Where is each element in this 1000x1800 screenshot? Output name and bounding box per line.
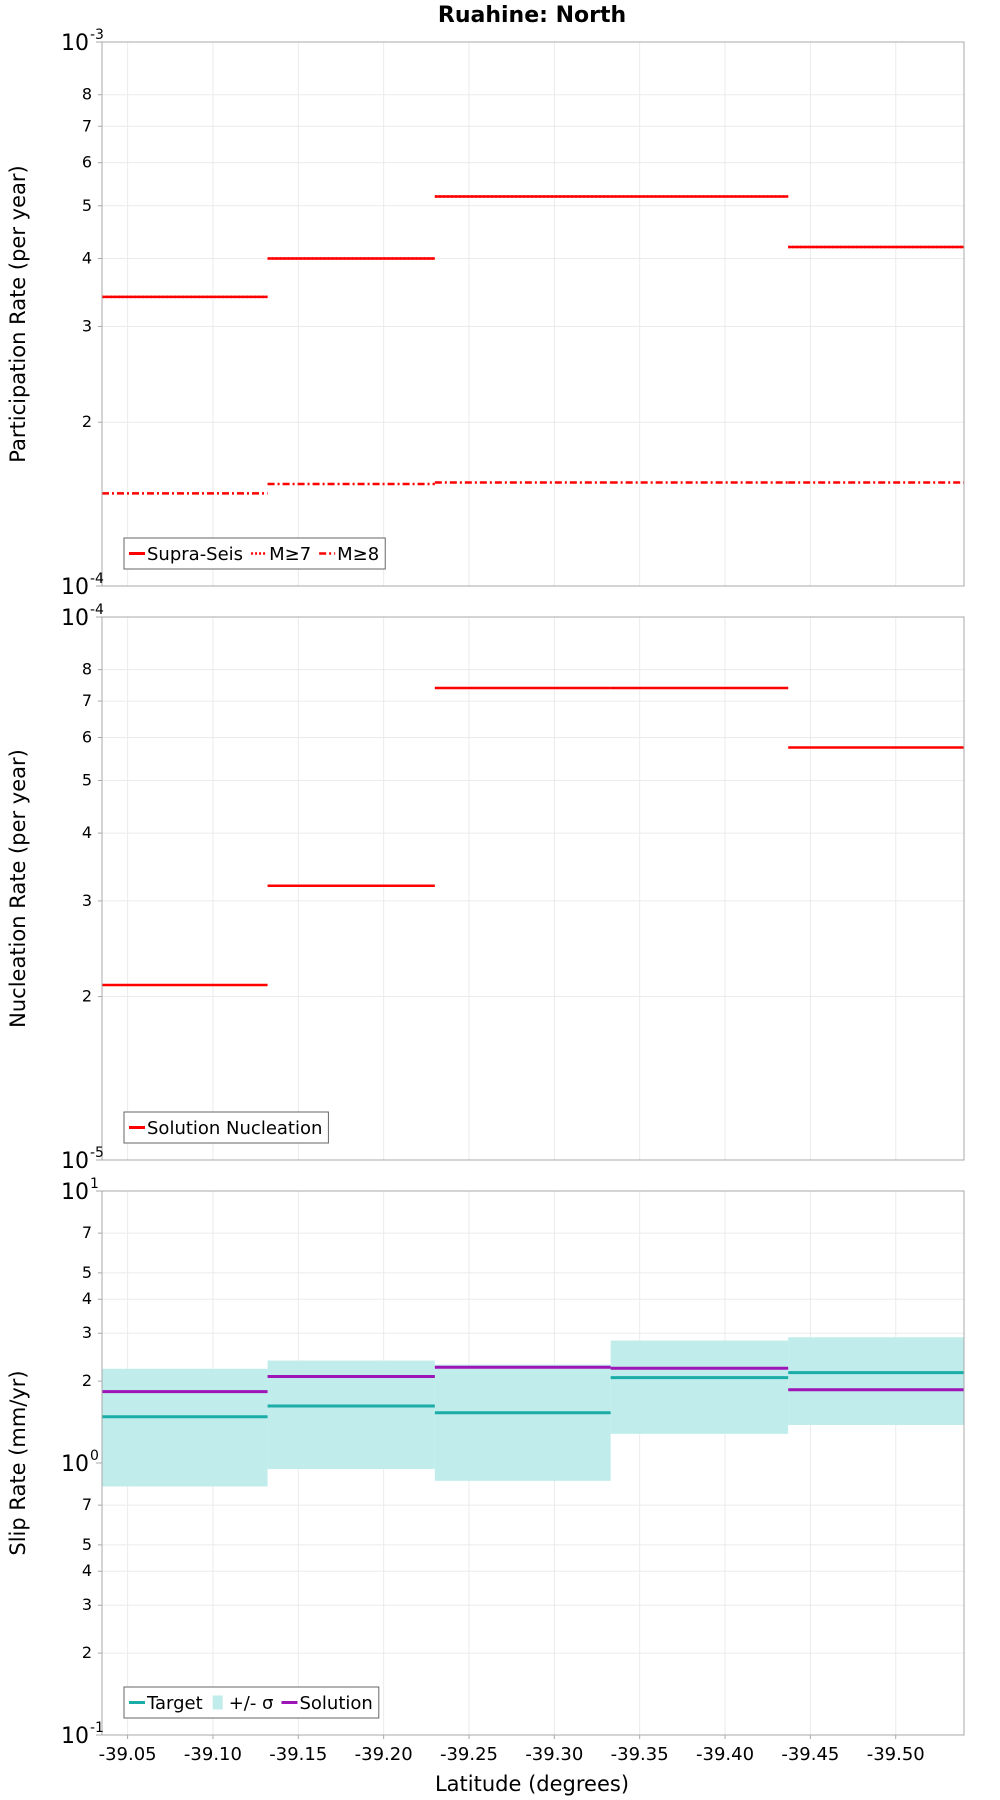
plot-frame [101, 41, 965, 587]
legend-box [123, 1686, 380, 1719]
x-axis: -39.05 -39.10 -39.15 -39.20 -39.25 -39.30 -39.… [99, 1735, 925, 1765]
y-decade-label: 10 [61, 575, 89, 600]
x-tick-label: -39.10 [184, 1744, 242, 1765]
y-decade-label: 10 [61, 31, 89, 56]
plot-area [102, 617, 964, 1160]
y-decade-exponent: 1 [90, 1176, 99, 1192]
y-tick-label: 3 [82, 316, 92, 335]
y-decade-exponent: -4 [90, 602, 104, 618]
y-axis-label: Nucleation Rate (per year) [6, 749, 30, 1028]
band-segment [788, 1337, 964, 1425]
legend-entry-label: M≥7 [269, 544, 311, 565]
x-tick-label: -39.25 [440, 1744, 498, 1765]
y-decade-label: 10 [61, 1452, 89, 1477]
y-tick-label: 4 [82, 823, 92, 842]
y-decade-label: 10 [61, 606, 89, 631]
legend: Target +/- σ Solution [123, 1686, 380, 1719]
legend-entry-label: M≥8 [337, 544, 379, 565]
y-tick-label: 2 [82, 1643, 92, 1662]
y-decade-exponent: -1 [90, 1720, 104, 1736]
y-tick-label: 7 [82, 116, 92, 135]
legend-box [123, 537, 386, 570]
y-tick-label: 3 [82, 1595, 92, 1614]
y-tick-label: 6 [82, 727, 92, 746]
y-tick-label: 4 [82, 1289, 92, 1308]
y-tick-label: 7 [82, 691, 92, 710]
x-tick-label: -39.50 [867, 1744, 925, 1765]
y-tick-label: 8 [82, 660, 92, 679]
y-axis-label: Slip Rate (mm/yr) [6, 1370, 30, 1555]
y-tick-label: 2 [82, 412, 92, 431]
x-tick-label: -39.45 [781, 1744, 839, 1765]
chart-title: Ruahine: North [438, 3, 626, 28]
y-tick-label: 7 [82, 1223, 92, 1242]
band-segment [102, 1368, 268, 1487]
x-tick-label: -39.20 [355, 1744, 413, 1765]
y-tick-label: 7 [82, 1495, 92, 1514]
y-decade-exponent: -3 [90, 27, 104, 43]
y-decade-label: 10 [61, 1149, 89, 1174]
y-tick-label: 2 [82, 1371, 92, 1390]
legend-entry-label: Supra-Seis [147, 544, 243, 565]
y-tick-label: 5 [82, 1263, 92, 1282]
band-segment [267, 1360, 435, 1470]
y-decade-exponent: 0 [90, 1448, 99, 1464]
y-tick-label: 4 [82, 1561, 92, 1580]
legend-swatch [212, 1695, 223, 1710]
legend: Supra-Seis M≥7 M≥8 [123, 537, 386, 570]
legend-entry-label: +/- σ [229, 1693, 274, 1714]
plot-frame [101, 616, 965, 1161]
y-decade-exponent: -4 [90, 571, 104, 587]
band-segment [434, 1364, 611, 1481]
y-tick-label: 6 [82, 153, 92, 172]
y-tick-label: 2 [82, 987, 92, 1006]
x-tick-label: -39.40 [696, 1744, 754, 1765]
legend-entry-label: Solution [299, 1693, 372, 1714]
x-tick-label: -39.15 [269, 1744, 327, 1765]
y-tick-label: 5 [82, 1535, 92, 1554]
legend-entry-label: Target [146, 1693, 203, 1714]
y-decade-exponent: -5 [90, 1145, 104, 1161]
y-tick-label: 5 [82, 770, 92, 789]
x-tick-label: -39.35 [611, 1744, 669, 1765]
y-tick-label: 4 [82, 248, 92, 267]
y-tick-label: 5 [82, 196, 92, 215]
y-decade-label: 10 [61, 1180, 89, 1205]
legend-entry-label: Solution Nucleation [147, 1118, 322, 1139]
plot-area [102, 42, 964, 586]
legend: Solution Nucleation [123, 1111, 329, 1144]
y-tick-label: 3 [82, 1323, 92, 1342]
x-axis-label: Latitude (degrees) [435, 1772, 629, 1796]
band-segment [610, 1340, 789, 1434]
y-tick-label: 8 [82, 85, 92, 104]
x-tick-label: -39.30 [525, 1744, 583, 1765]
y-tick-label: 3 [82, 891, 92, 910]
x-tick-label: -39.05 [99, 1744, 157, 1765]
y-decade-label: 10 [61, 1724, 89, 1749]
legend-box [123, 1111, 329, 1144]
y-axis-label: Participation Rate (per year) [6, 165, 30, 462]
